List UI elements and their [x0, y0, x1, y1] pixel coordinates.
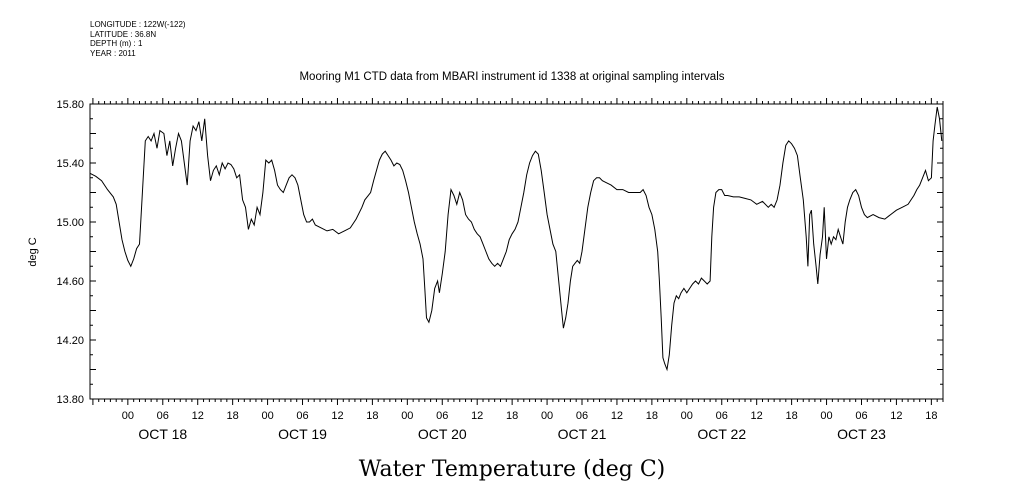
x-tick-label: 00: [122, 410, 134, 422]
date-label: OCT 20: [418, 426, 467, 442]
x-tick-label: 18: [506, 410, 518, 422]
x-axis-label: Water Temperature (deg C): [359, 457, 666, 482]
x-tick-labels: 00 06 12 18 00 06 12 18 00 06 12 18 00 06 12 18 00 06 12 18…: [122, 410, 938, 422]
x-tick-label: 06: [576, 410, 588, 422]
y-tick-label: 15.40: [56, 158, 84, 170]
x-tick-label: 12: [751, 410, 763, 422]
x-tick-label: 12: [611, 410, 623, 422]
year-label: YEAR : 2011: [90, 48, 136, 58]
x-tick-label: 12: [890, 410, 902, 422]
x-tick-label: 00: [401, 410, 413, 422]
tick-marks: [90, 98, 944, 405]
y-axis-label: deg C: [27, 237, 39, 266]
chart-title: Mooring M1 CTD data from MBARI instrumen…: [299, 71, 724, 83]
metadata-block: LONGITUDE : 122W(-122) LATITUDE : 36.8N …: [90, 20, 186, 58]
x-tick-label: 18: [785, 410, 797, 422]
x-tick-label: 06: [716, 410, 728, 422]
date-labels: OCT 18 OCT 19 OCT 20 OCT 21 OCT 22 OCT 23: [138, 426, 886, 442]
y-tick-labels: 13.80 14.20 14.60 15.00 15.40 15.80: [56, 99, 84, 406]
date-label: OCT 19: [278, 426, 327, 442]
x-tick-label: 18: [366, 410, 378, 422]
date-label: OCT 18: [138, 426, 187, 442]
longitude-label: LONGITUDE : 122W(-122): [90, 20, 186, 29]
date-label: OCT 22: [697, 426, 746, 442]
x-tick-label: 06: [436, 410, 448, 422]
plot-frame: [89, 103, 944, 400]
latitude-label: LATITUDE : 36.8N: [90, 29, 157, 39]
x-tick-label: 00: [820, 410, 832, 422]
x-tick-label: 18: [925, 410, 937, 422]
temperature-series-line: [89, 106, 943, 372]
y-tick-label: 14.20: [56, 335, 84, 347]
date-label: OCT 23: [837, 426, 886, 442]
depth-label: DEPTH (m) : 1: [90, 39, 143, 48]
x-tick-label: 18: [227, 410, 239, 422]
x-tick-label: 12: [471, 410, 483, 422]
x-tick-label: 12: [192, 410, 204, 422]
y-tick-label: 13.80: [56, 394, 84, 406]
x-tick-label: 12: [331, 410, 343, 422]
x-tick-label: 06: [157, 410, 169, 422]
x-tick-label: 18: [646, 410, 658, 422]
x-tick-label: 00: [541, 410, 553, 422]
y-tick-label: 14.60: [56, 276, 84, 288]
y-tick-label: 15.00: [56, 217, 84, 229]
x-tick-label: 00: [261, 410, 273, 422]
date-label: OCT 21: [558, 426, 607, 442]
x-tick-label: 00: [681, 410, 693, 422]
x-tick-label: 06: [855, 410, 867, 422]
x-tick-label: 06: [296, 410, 308, 422]
y-tick-label: 15.80: [56, 99, 84, 111]
